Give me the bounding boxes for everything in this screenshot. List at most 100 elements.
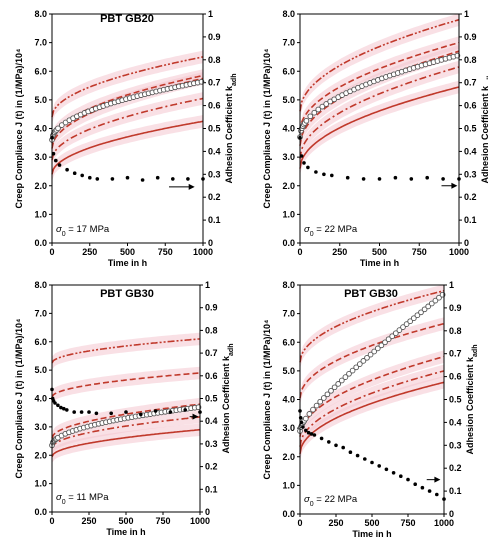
y-tick-label: 6.0 bbox=[282, 337, 295, 347]
y-tick-label: 7.0 bbox=[34, 308, 47, 318]
adhesion-point bbox=[57, 163, 62, 167]
adhesion-point bbox=[435, 492, 439, 497]
measured-point bbox=[323, 101, 330, 107]
confidence-band bbox=[52, 115, 203, 181]
adhesion-point bbox=[139, 412, 143, 417]
y-tick-label: 8.0 bbox=[282, 9, 295, 19]
measured-point bbox=[374, 345, 381, 352]
y2-tick-label: 1 bbox=[208, 9, 213, 19]
y-tick-label: 0.0 bbox=[34, 507, 47, 517]
x-tick-label: 500 bbox=[120, 247, 135, 257]
y2-tick-label: 0.8 bbox=[205, 325, 218, 335]
chart-panel-3: 0.0 1.0 2.0 3.0 4.0 5.0 6.0 7.0 8.0 0 0.1 0.2 0.3 0.4… bbox=[14, 280, 235, 537]
adhesion-point bbox=[54, 158, 58, 163]
adhesion-point bbox=[56, 403, 60, 408]
chart-panel-2: 0.0 1.0 2.0 3.0 4.0 5.0 6.0 7.0 8.0 0 0.1 0.2 0.3 0.4… bbox=[262, 9, 488, 268]
plot-frame bbox=[51, 13, 204, 244]
x-tick-label: 750 bbox=[412, 247, 427, 257]
chart-panel-1: 0.0 1.0 2.0 3.0 4.0 5.0 6.0 7.0 8.0 0 0.1 0.2 0.3 0.4… bbox=[14, 9, 238, 268]
y2-tick-label: 0 bbox=[449, 509, 454, 519]
adhesion-point bbox=[299, 154, 304, 158]
adhesion-point bbox=[319, 436, 324, 441]
model-curve-3 bbox=[299, 355, 445, 437]
model-curve-1 bbox=[299, 381, 445, 455]
x-tick-label: 1000 bbox=[449, 247, 469, 257]
measured-point bbox=[378, 342, 385, 349]
adhesion-point bbox=[306, 430, 311, 435]
panel-title: PBT GB30 bbox=[100, 288, 154, 300]
adhesion-point bbox=[441, 177, 445, 181]
adhesion-point bbox=[72, 171, 77, 175]
stress-annotation: σ0 = 22 MPa bbox=[304, 224, 358, 238]
y-axis-label: Creep Compliance J (t) in (1/MPa)/10⁴ bbox=[262, 320, 272, 480]
y-tick-label: 3.0 bbox=[282, 152, 295, 162]
y2-tick-label: 0.3 bbox=[464, 169, 477, 179]
x-tick-label: 750 bbox=[155, 516, 170, 526]
y2-tick-label: 0.6 bbox=[208, 101, 221, 111]
measured-point bbox=[396, 327, 403, 333]
y2-tick-label: 0.3 bbox=[208, 169, 221, 179]
adhesion-point bbox=[65, 167, 69, 172]
model-curve-5 bbox=[51, 338, 201, 364]
y-axis-label: Creep Compliance J (t) in (1/MPa)/10⁴ bbox=[14, 49, 24, 209]
y-tick-label: 5.0 bbox=[34, 95, 47, 105]
y2-tick-label: 0.6 bbox=[205, 371, 218, 381]
adhesion-point bbox=[391, 471, 396, 475]
y-tick-label: 2.0 bbox=[282, 452, 295, 462]
confidence-band bbox=[52, 72, 203, 155]
adhesion-point bbox=[377, 177, 382, 181]
stress-annotation: σ0 = 22 MPa bbox=[304, 494, 358, 508]
adhesion-point bbox=[306, 165, 310, 170]
model-curve-4 bbox=[299, 322, 445, 399]
adhesion-point bbox=[94, 411, 99, 416]
x-tick-label: 250 bbox=[332, 247, 347, 257]
measured-point bbox=[385, 336, 392, 343]
adhesion-point bbox=[168, 410, 173, 414]
model-curve-5 bbox=[299, 18, 460, 112]
y2-tick-label: 0.8 bbox=[449, 326, 462, 336]
y2-tick-label: 0.3 bbox=[205, 439, 218, 449]
confidence-band bbox=[52, 366, 200, 404]
x-tick-label: 500 bbox=[372, 247, 387, 257]
adhesion-point bbox=[79, 410, 84, 414]
y2-tick-label: 0.9 bbox=[449, 303, 462, 313]
model-curve-3 bbox=[51, 403, 201, 439]
adhesion-point bbox=[406, 477, 410, 482]
x-tick-label: 250 bbox=[328, 518, 343, 528]
y-axis-label: Creep Compliance J (t) in (1/MPa)/10⁴ bbox=[14, 319, 24, 479]
y2-tick-label: 0.5 bbox=[464, 124, 477, 134]
axis-arrow-head bbox=[434, 476, 441, 483]
measured-point bbox=[432, 297, 439, 304]
measured-point bbox=[335, 381, 342, 387]
y2-tick-label: 0.4 bbox=[449, 417, 462, 427]
model-curve-4 bbox=[299, 41, 460, 132]
y-tick-label: 1.0 bbox=[34, 479, 47, 489]
model-curve-2 bbox=[51, 97, 204, 161]
adhesion-point bbox=[309, 432, 314, 436]
x-tick-label: 0 bbox=[49, 247, 54, 257]
y-tick-label: 4.0 bbox=[282, 395, 295, 405]
x-tick-label: 750 bbox=[158, 247, 173, 257]
stress-annotation: σ0 = 17 MPa bbox=[56, 224, 110, 238]
y-tick-label: 3.0 bbox=[34, 422, 47, 432]
measured-point bbox=[346, 370, 352, 377]
x-tick-label: 750 bbox=[400, 518, 415, 528]
measured-point bbox=[389, 333, 396, 340]
x-axis-label: Time in h bbox=[360, 258, 399, 268]
x-tick-label: 250 bbox=[82, 247, 97, 257]
confidence-band bbox=[300, 364, 444, 453]
model-curve-2 bbox=[299, 66, 460, 159]
measured-point bbox=[315, 106, 322, 113]
y-tick-label: 8.0 bbox=[34, 9, 47, 19]
confidence-band bbox=[300, 284, 444, 369]
y-tick-label: 5.0 bbox=[282, 95, 295, 105]
adhesion-point bbox=[314, 170, 318, 174]
measured-point bbox=[58, 122, 65, 128]
measured-point bbox=[421, 306, 428, 313]
adhesion-point bbox=[413, 482, 418, 487]
plot-frame bbox=[299, 284, 445, 515]
y-tick-label: 5.0 bbox=[34, 365, 47, 375]
x-tick-label: 0 bbox=[49, 516, 54, 526]
adhesion-point bbox=[298, 416, 303, 420]
